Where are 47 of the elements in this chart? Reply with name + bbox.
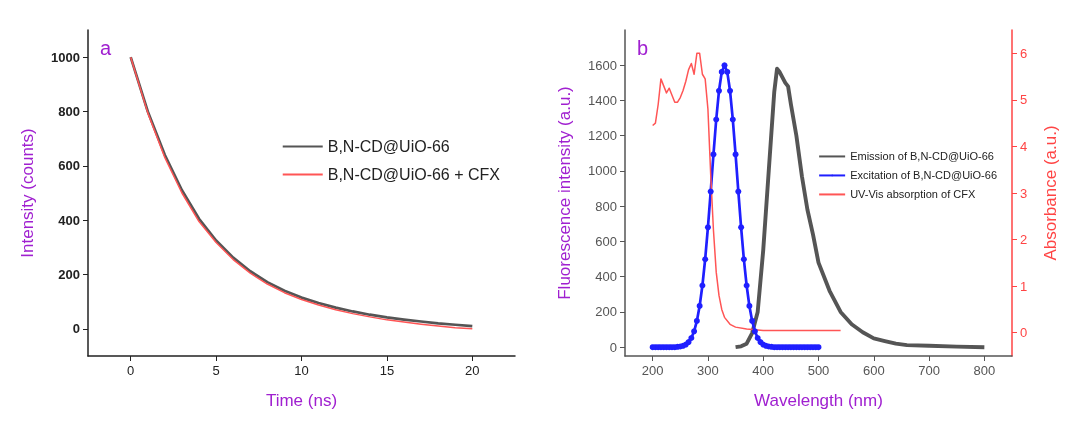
x-tick-label: 700 (918, 363, 940, 378)
y-axis-title: Fluorescence intensity (a.u.) (555, 86, 574, 300)
annotation: b (637, 37, 649, 59)
y-tick-label: 0 (609, 339, 617, 355)
y-tick-label: 1200 (588, 128, 617, 144)
x-tick-label: 5 (212, 363, 220, 378)
y-tick-label: 400 (595, 269, 617, 285)
y-tick-label: 200 (58, 267, 80, 282)
y-tick-label: 800 (595, 198, 617, 214)
legend-label: UV-Vis absorption of CFX (850, 188, 976, 201)
legend-label: Excitation of B,N-CD@UiO-66 (850, 169, 997, 182)
x-tick-label: 15 (379, 363, 395, 378)
x-tick-label: 200 (641, 363, 664, 378)
y2-tick-label: 3 (1020, 185, 1028, 201)
y-tick-label: 1400 (588, 92, 617, 108)
x-tick-label: 300 (697, 363, 719, 378)
annotation: a (100, 37, 112, 59)
y2-tick-label: 4 (1020, 138, 1028, 154)
y-tick-label: 400 (58, 212, 80, 228)
x-tick-label: 0 (127, 363, 135, 378)
y-tick-label: 200 (595, 304, 617, 320)
y-tick-label: 1000 (51, 49, 80, 65)
x-axis-title: Wavelength (nm) (754, 391, 883, 410)
x-tick-label: 800 (973, 363, 996, 378)
legend-label: Emission of B,N-CD@UiO-66 (850, 150, 994, 163)
legend-label: B,N-CD@UiO-66 (327, 137, 450, 155)
x-tick-label: 600 (862, 363, 885, 378)
y2-tick-label: 2 (1020, 232, 1028, 248)
line-series (651, 52, 842, 332)
x-tick-label: 20 (465, 363, 480, 378)
y2-axis-title: Absorbance (a.u.) (1041, 125, 1060, 261)
y2-tick-label: 5 (1020, 92, 1028, 108)
x-axis-title: Time (ns) (265, 391, 338, 410)
x-tick-label: 500 (807, 363, 830, 378)
x-tick-label: 10 (294, 363, 309, 378)
x-tick-label: 400 (752, 363, 775, 378)
y-tick-label: 600 (595, 233, 617, 249)
y2-tick-label: 1 (1020, 278, 1028, 294)
y-tick-label: 1600 (588, 57, 617, 73)
y-tick-label: 0 (72, 321, 80, 337)
y-tick-label: 1000 (588, 163, 617, 179)
y2-tick-label: 0 (1020, 325, 1028, 341)
y-tick-label: 600 (58, 158, 80, 174)
y2-tick-label: 6 (1020, 45, 1028, 61)
y-axis-title: Intensity (counts) (18, 128, 37, 258)
y-tick-label: 800 (58, 104, 80, 119)
legend-label: B,N-CD@UiO-66 + CFX (327, 165, 501, 183)
